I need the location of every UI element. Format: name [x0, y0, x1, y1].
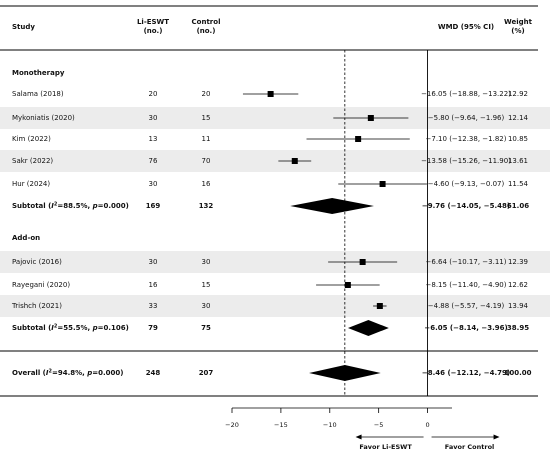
header-li-eswt: Li-ESWT [137, 18, 169, 26]
subtotal-add-on-control-n: 75 [201, 324, 211, 332]
study-wmd-ci: −4.60 (−9.13, −0.07) [428, 180, 505, 188]
overall-li-eswt-n: 248 [146, 369, 161, 377]
study-control-n: 16 [202, 180, 211, 188]
group-add-on: Add-on [12, 234, 40, 242]
study-control-n: 20 [202, 90, 211, 98]
favor-control-label: Favor Control [445, 443, 495, 451]
study-weight: 11.54 [508, 180, 529, 188]
study-wmd-ci: −7.10 (−12.38, −1.82) [426, 135, 507, 143]
x-tick-label: 0 [425, 421, 429, 429]
subtotal-add-on-weight: 38.95 [507, 324, 529, 332]
subtotal-add-on-li-eswt-n: 79 [148, 324, 158, 332]
study-weight: 12.62 [508, 281, 528, 289]
study-li-eswt-n: 20 [149, 90, 158, 98]
header-wmd: WMD (95% CI) [438, 23, 494, 31]
overall-diamond [309, 365, 381, 381]
subtotal-monotherapy-li-eswt-n: 169 [146, 202, 161, 210]
favor-li-eswt-label: Favor Li-ESWT [359, 443, 412, 451]
study-li-eswt-n: 30 [149, 180, 158, 188]
study-control-n: 15 [202, 114, 211, 122]
study-weight: 10.85 [508, 135, 528, 143]
study-wmd-ci: −16.05 (−18.88, −13.22) [421, 90, 511, 98]
subtotal-monotherapy-diamond [290, 198, 374, 214]
study-name: Hur (2024) [12, 180, 50, 188]
favor-left-arrowhead [355, 434, 362, 440]
header-study: Study [12, 23, 35, 31]
row-stripe [0, 295, 550, 317]
study-control-n: 30 [202, 258, 211, 266]
study-name: Mykoniatis (2020) [12, 114, 75, 122]
subtotal-add-on-label: Subtotal (I2=55.5%, p=0.106) [12, 323, 129, 332]
study-wmd-ci: −5.80 (−9.64, −1.96) [428, 114, 505, 122]
study-control-n: 70 [202, 157, 211, 165]
header-control-unit: (no.) [197, 27, 216, 35]
subtotal-monotherapy-wmd-ci: −9.76 (−14.05, −5.48) [422, 202, 510, 210]
subtotal-add-on-diamond [347, 320, 389, 336]
point-estimate [267, 91, 274, 97]
point-estimate [344, 282, 351, 288]
study-weight: 12.39 [508, 258, 528, 266]
study-control-n: 15 [202, 281, 211, 289]
study-name: Salama (2018) [12, 90, 64, 98]
subtotal-add-on-wmd-ci: −6.05 (−8.14, −3.96) [424, 324, 507, 332]
point-estimate [359, 259, 366, 265]
subtotal-monotherapy-control-n: 132 [199, 202, 214, 210]
study-weight: 12.14 [508, 114, 529, 122]
study-name: Kim (2022) [12, 135, 51, 143]
study-li-eswt-n: 13 [149, 135, 158, 143]
row-stripe [0, 107, 550, 129]
study-name: Pajovic (2016) [12, 258, 62, 266]
study-name: Sakr (2022) [12, 157, 53, 165]
overall-label: Overall (I2=94.8%, p=0.000) [12, 368, 123, 377]
study-li-eswt-n: 76 [149, 157, 158, 165]
study-weight: 12.92 [508, 90, 528, 98]
header-li-eswt-unit: (no.) [144, 27, 163, 35]
row-stripe [0, 150, 550, 172]
overall-weight: 100.00 [504, 369, 531, 377]
overall-wmd-ci: −8.46 (−12.12, −4.79) [422, 369, 510, 377]
x-tick-label: −10 [323, 421, 337, 429]
study-name: Rayegani (2020) [12, 281, 70, 289]
study-wmd-ci: −4.88 (−5.57, −4.19) [428, 302, 505, 310]
x-tick-label: −5 [374, 421, 384, 429]
study-wmd-ci: −8.15 (−11.40, −4.90) [426, 281, 507, 289]
study-li-eswt-n: 16 [149, 281, 158, 289]
point-estimate [376, 303, 383, 309]
point-estimate [355, 136, 362, 142]
point-estimate [291, 158, 298, 164]
study-control-n: 30 [202, 302, 211, 310]
point-estimate [379, 181, 386, 187]
study-li-eswt-n: 33 [149, 302, 158, 310]
x-tick-label: −20 [225, 421, 239, 429]
study-control-n: 11 [202, 135, 211, 143]
study-name: Trishch (2021) [11, 302, 62, 310]
row-stripe [0, 251, 550, 273]
subtotal-monotherapy-weight: 61.06 [507, 202, 529, 210]
favor-right-arrowhead [493, 434, 500, 440]
group-monotherapy: Monotherapy [12, 69, 65, 77]
study-wmd-ci: −13.58 (−15.26, −11.90) [421, 157, 511, 165]
study-li-eswt-n: 30 [149, 114, 158, 122]
x-tick-label: −15 [274, 421, 288, 429]
study-weight: 13.94 [508, 302, 529, 310]
header-weight-unit: (%) [511, 27, 524, 35]
study-wmd-ci: −6.64 (−10.17, −3.11) [426, 258, 507, 266]
point-estimate [367, 115, 374, 121]
subtotal-monotherapy-label: Subtotal (I2=88.5%, p=0.000) [12, 201, 129, 210]
header-control: Control [192, 18, 221, 26]
study-li-eswt-n: 30 [149, 258, 158, 266]
study-weight: 13.61 [508, 157, 528, 165]
overall-control-n: 207 [199, 369, 214, 377]
header-weight: Weight [504, 18, 533, 26]
